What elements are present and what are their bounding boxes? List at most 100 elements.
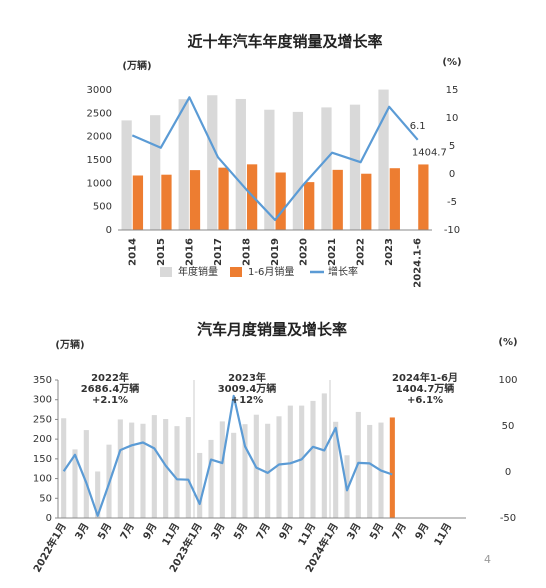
bar: [132, 175, 144, 230]
bar: [61, 418, 67, 518]
y2-tick-label: 100: [498, 375, 517, 386]
bar: [178, 99, 189, 231]
bar: [140, 423, 146, 518]
x-tick-label: 2021: [327, 238, 338, 266]
bar: [264, 109, 275, 230]
annotation: +2.1%: [92, 395, 128, 406]
y2-tick-label: -50: [500, 513, 516, 524]
annotation: +12%: [231, 395, 263, 406]
y-tick-label: 50: [39, 493, 52, 504]
annotation: 2024年1-6月: [392, 371, 458, 384]
bar: [275, 172, 286, 230]
bar: [208, 439, 214, 518]
y2-tick-label: 50: [502, 421, 515, 432]
legend-label: 1-6月销量: [248, 265, 294, 278]
y2-tick-label: -10: [444, 225, 460, 236]
bar: [219, 421, 225, 518]
bar: [207, 95, 218, 230]
bar: [389, 417, 395, 518]
x-tick-label: 2018: [241, 238, 252, 266]
y-tick-label: 0: [46, 513, 52, 524]
line: [131, 96, 419, 221]
annotation: 2686.4万辆: [81, 382, 140, 395]
y-tick-label: 1500: [87, 155, 112, 166]
bar: [235, 98, 246, 231]
chart-title: 汽车月度销量及增长率: [197, 321, 347, 339]
y-tick-label: 2000: [87, 132, 112, 143]
bar: [121, 120, 132, 230]
x-tick-label: 2024.1-6: [413, 238, 424, 288]
y-tick-label: 0: [106, 225, 112, 236]
x-tick-label: 2023: [384, 238, 395, 266]
y2-tick-label: 0: [505, 467, 511, 478]
bar: [163, 419, 169, 518]
data-label: 1404.7: [412, 147, 447, 158]
legend-swatch: [230, 267, 242, 277]
bar: [332, 169, 343, 230]
y2-tick-label: 15: [446, 85, 459, 96]
bar: [265, 423, 271, 518]
y-tick-label: 3000: [87, 85, 112, 96]
legend-label: 年度销量: [178, 265, 218, 278]
legend-swatch: [160, 267, 172, 277]
bar: [189, 170, 201, 230]
bar: [151, 415, 157, 518]
data-label: 6.1: [410, 121, 426, 132]
bar: [349, 104, 361, 230]
y2-tick-label: -5: [447, 197, 457, 208]
bar: [321, 393, 327, 518]
line: [62, 394, 393, 517]
x-tick-label: 2015: [156, 238, 167, 266]
bar: [299, 405, 305, 518]
y-tick-label: 1000: [87, 178, 112, 189]
y2-axis-label: (%): [442, 57, 461, 68]
annotation: 2023年: [228, 371, 266, 384]
bar: [117, 419, 123, 518]
y-tick-label: 500: [93, 202, 112, 213]
x-tick-label: 2020: [299, 238, 310, 266]
y2-tick-label: 0: [449, 169, 455, 180]
annotation: +6.1%: [407, 395, 443, 406]
annotation: 1404.7万辆: [396, 382, 455, 395]
x-tick-label: 2014: [127, 238, 138, 266]
bar: [72, 449, 78, 518]
y-tick-label: 150: [33, 454, 52, 465]
page-number: 4: [484, 553, 491, 566]
bar: [367, 424, 373, 518]
bar: [378, 89, 389, 230]
bar: [292, 111, 304, 230]
y-axis-label: (万辆): [122, 59, 151, 72]
y-tick-label: 250: [33, 414, 52, 425]
x-tick-label: 2022: [356, 238, 367, 266]
y-tick-label: 300: [33, 395, 52, 406]
bar: [197, 452, 203, 518]
bar: [185, 417, 191, 518]
bar: [333, 421, 339, 518]
bar: [361, 173, 372, 230]
bar: [287, 405, 293, 518]
x-tick-label: 2016: [184, 238, 195, 266]
bar: [321, 107, 332, 230]
y-tick-label: 200: [33, 434, 52, 445]
bar: [276, 416, 282, 518]
bar: [231, 432, 237, 518]
y2-axis-label: (%): [498, 337, 517, 348]
y-tick-label: 350: [33, 375, 52, 386]
bar: [150, 115, 161, 230]
bar: [129, 422, 135, 518]
bar: [161, 174, 172, 230]
bar: [310, 400, 316, 518]
bar: [218, 167, 229, 230]
bar: [95, 471, 101, 518]
y-axis-label: (万辆): [55, 338, 84, 351]
y2-tick-label: 10: [446, 113, 459, 124]
bar: [174, 426, 180, 518]
bar: [304, 182, 315, 230]
annotation: 3009.4万辆: [218, 382, 277, 395]
chart-title: 近十年汽车年度销量及增长率: [187, 33, 382, 51]
bar: [242, 424, 248, 518]
y-tick-label: 100: [33, 474, 52, 485]
bar: [83, 430, 89, 518]
